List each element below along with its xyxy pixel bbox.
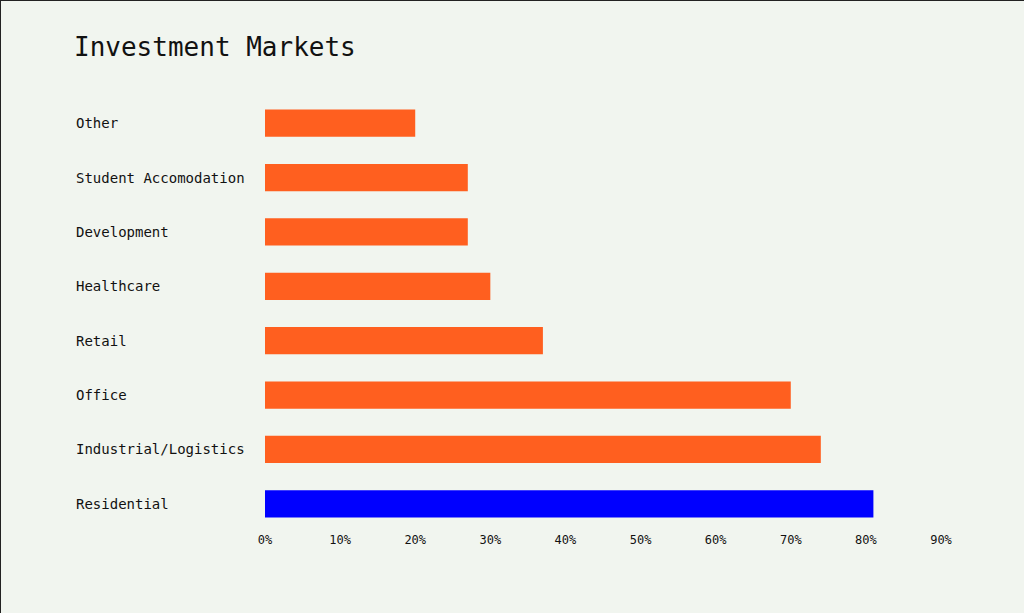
svg-text:60%: 60% xyxy=(705,533,727,547)
svg-text:Investment Markets: Investment Markets xyxy=(74,32,356,62)
svg-text:0%: 0% xyxy=(258,533,273,547)
svg-text:50%: 50% xyxy=(630,533,652,547)
svg-text:10%: 10% xyxy=(329,533,351,547)
svg-text:Student Accomodation: Student Accomodation xyxy=(76,170,245,186)
svg-text:Retail: Retail xyxy=(76,333,127,349)
svg-text:90%: 90% xyxy=(930,533,952,547)
svg-text:20%: 20% xyxy=(404,533,426,547)
svg-text:30%: 30% xyxy=(479,533,501,547)
svg-text:Industrial/Logistics: Industrial/Logistics xyxy=(76,441,245,457)
svg-text:70%: 70% xyxy=(780,533,802,547)
svg-text:Residential: Residential xyxy=(76,496,169,512)
svg-text:Development: Development xyxy=(76,224,169,240)
svg-text:40%: 40% xyxy=(555,533,577,547)
svg-text:Other: Other xyxy=(76,115,118,131)
svg-text:80%: 80% xyxy=(855,533,877,547)
svg-text:Office: Office xyxy=(76,387,127,403)
svg-text:Healthcare: Healthcare xyxy=(76,278,160,294)
